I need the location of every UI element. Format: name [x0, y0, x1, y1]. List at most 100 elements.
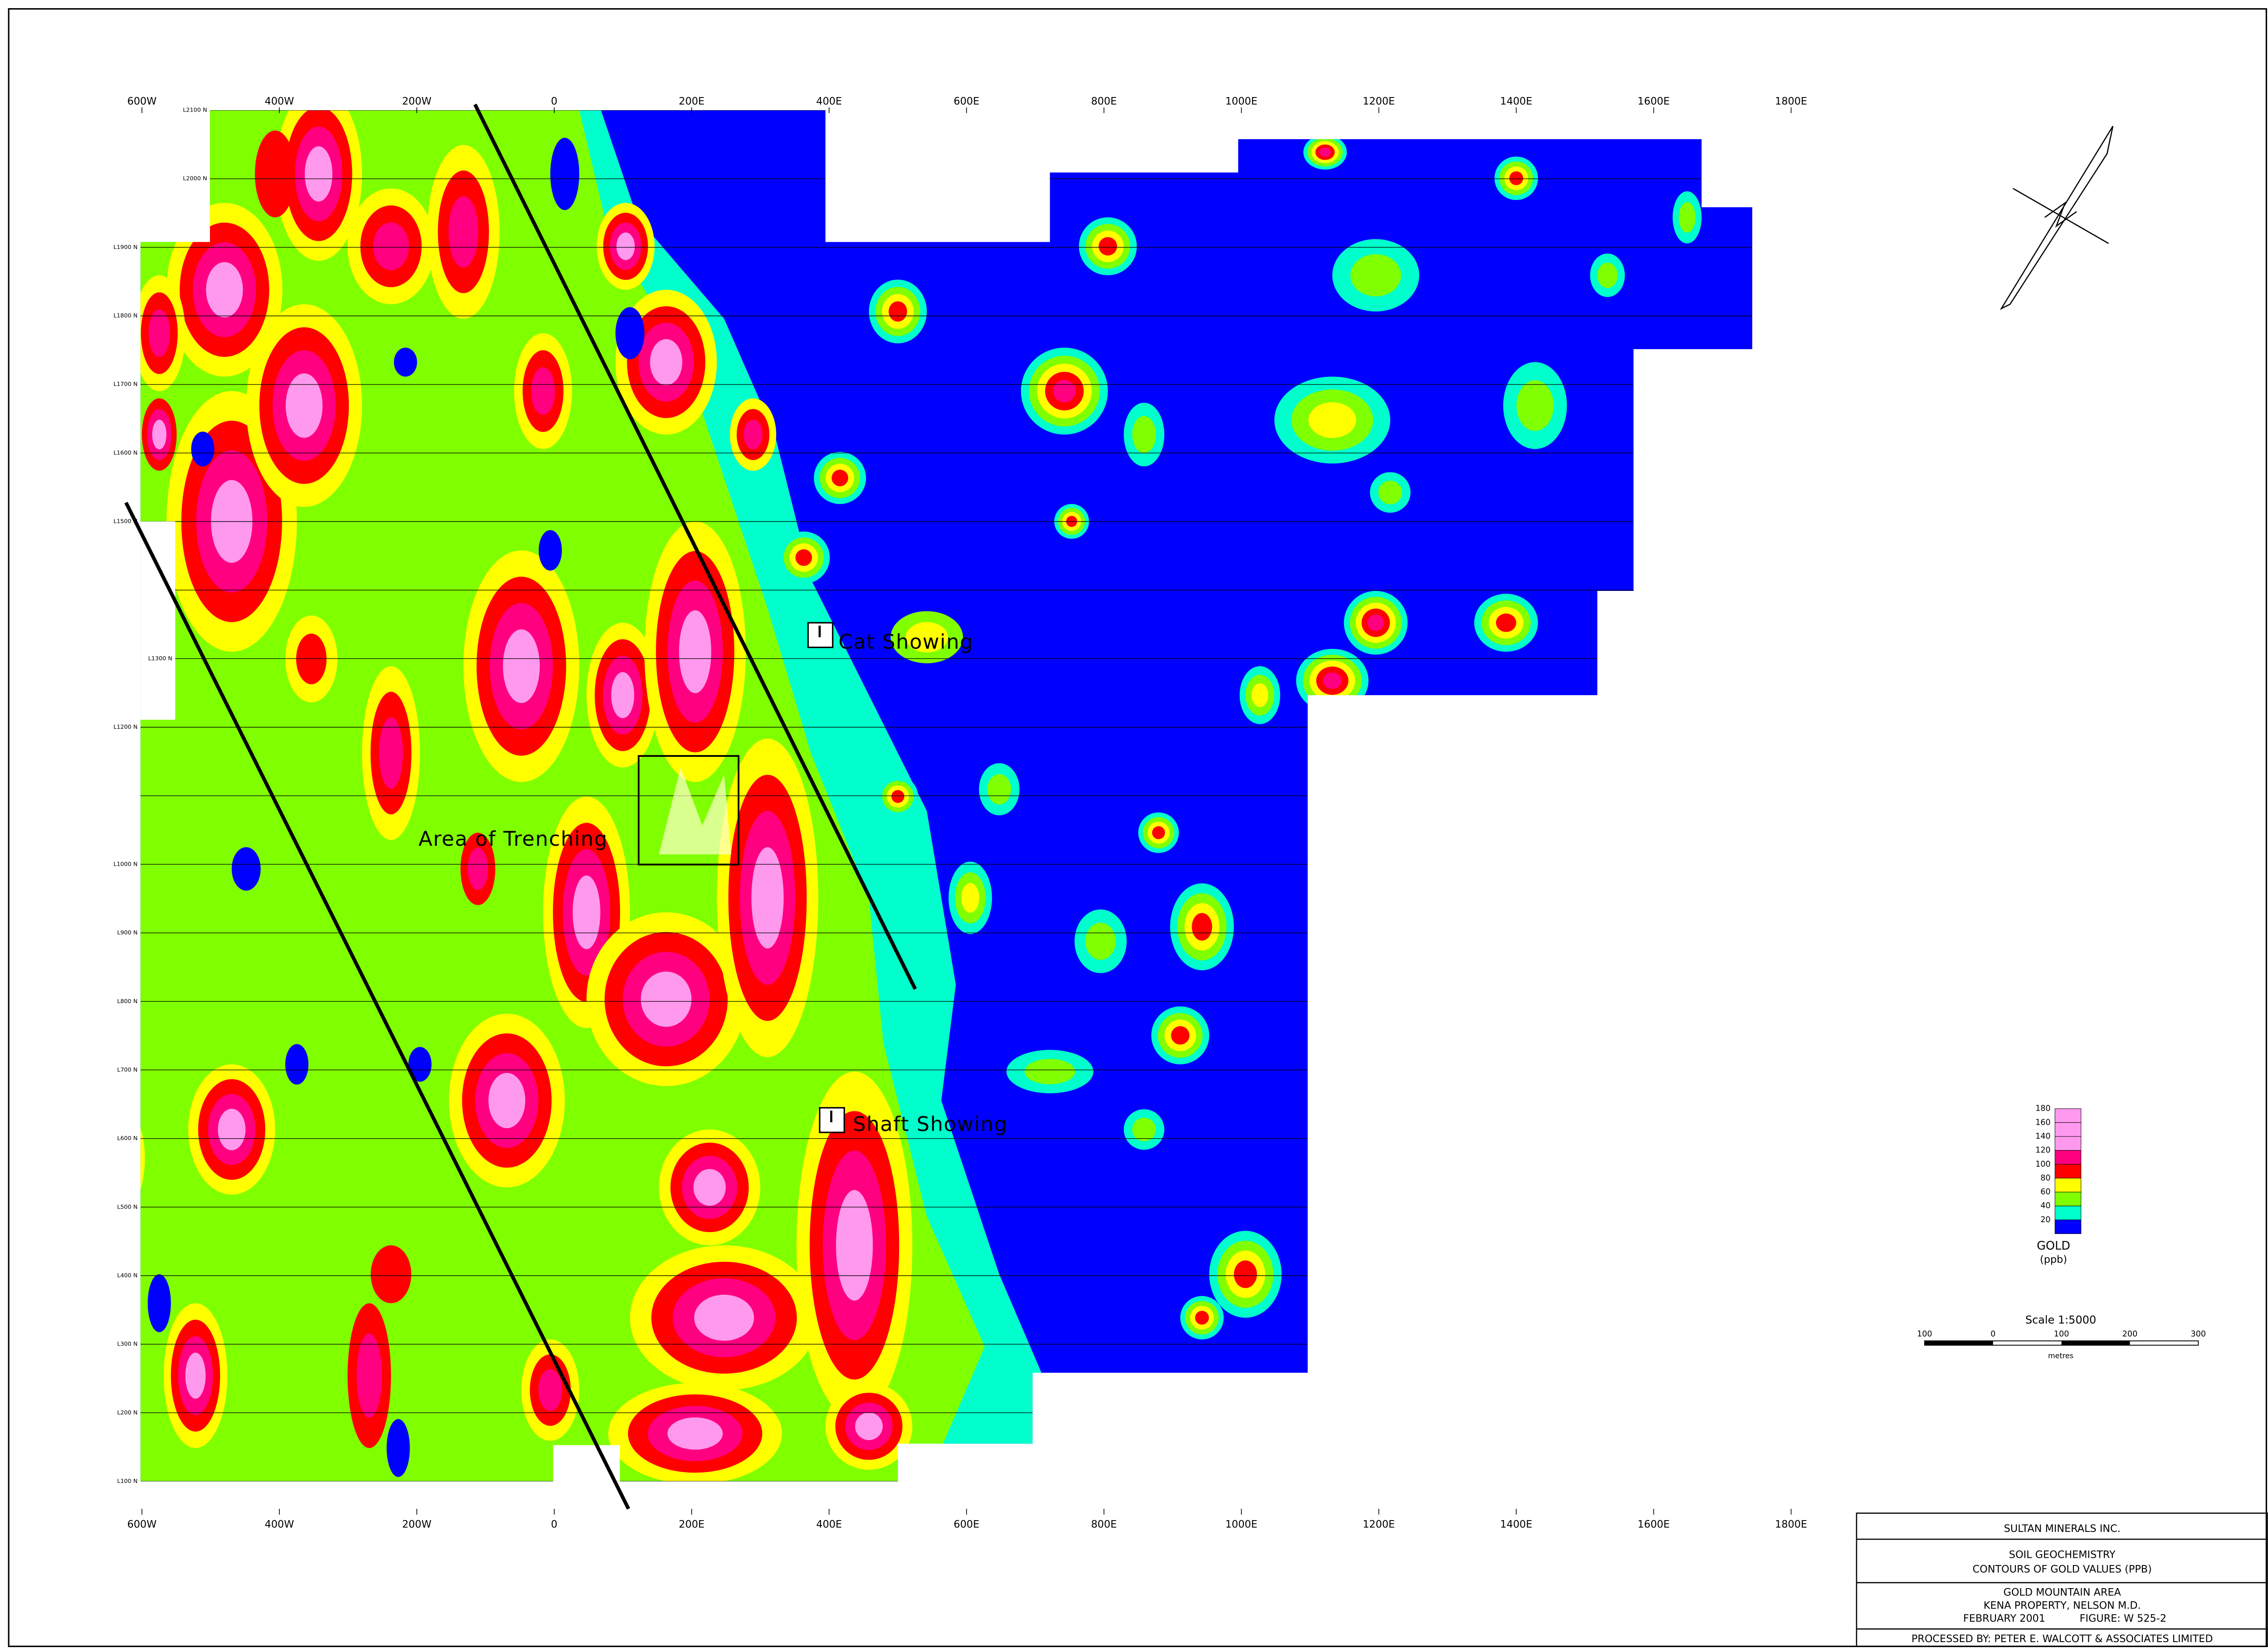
contour — [539, 530, 562, 570]
contour — [1192, 913, 1212, 941]
easting-label: 200E — [679, 1519, 704, 1531]
easting-label: 600W — [127, 1519, 157, 1531]
contour — [357, 1333, 382, 1418]
easting-label: 800E — [1091, 95, 1117, 107]
scale-label: 300 — [2191, 1330, 2206, 1339]
contour-map — [116, 87, 1767, 1492]
legend-label: 140 — [2035, 1132, 2051, 1141]
line-label: L100 N — [117, 1478, 137, 1485]
line-label: L800 N — [117, 998, 137, 1005]
contour — [1496, 614, 1516, 632]
map-figure: Cat Showing Shaft Showing Area of Trench… — [0, 0, 2268, 1648]
easting-label: 1600E — [1637, 1519, 1670, 1531]
contour — [1378, 481, 1402, 504]
easting-label: 400W — [265, 1519, 294, 1531]
contour — [1323, 673, 1342, 689]
legend-band — [2055, 1164, 2081, 1178]
scale-segment — [1938, 1343, 1952, 1346]
easting-label: 0 — [551, 1519, 557, 1531]
contour — [1251, 683, 1268, 707]
subject: CONTOURS OF GOLD VALUES (PPB) — [1973, 1564, 2152, 1575]
line-label: L600 N — [117, 1135, 137, 1142]
line-label: L500 N — [117, 1204, 137, 1210]
easting-label: 600E — [953, 95, 979, 107]
line-label: L1200 N — [113, 724, 137, 731]
processed-by: PROCESSED BY: PETER E. WALCOTT & ASSOCIA… — [1911, 1633, 2213, 1645]
contour — [831, 470, 848, 487]
contour — [1171, 1026, 1190, 1045]
line-label: L1900 N — [113, 244, 137, 251]
contour — [1509, 171, 1523, 185]
contour — [531, 367, 555, 415]
line-label: L2100 N — [183, 107, 207, 114]
contour — [1597, 263, 1618, 288]
arrow-shape — [2001, 126, 2113, 308]
legend-band — [2055, 1192, 2081, 1206]
line-label: L1000 N — [113, 861, 137, 868]
legend-label: 100 — [2035, 1160, 2051, 1169]
contour — [836, 1190, 873, 1301]
contour — [573, 875, 601, 949]
easting-label: 400E — [816, 95, 842, 107]
contour — [206, 262, 243, 317]
area: GOLD MOUNTAIN AREA — [2004, 1587, 2121, 1599]
easting-label: 1600E — [1637, 95, 1670, 107]
legend-label: 180 — [2035, 1104, 2051, 1113]
contour — [371, 1245, 411, 1303]
line-label: L400 N — [117, 1272, 137, 1279]
easting-label: 600W — [127, 95, 157, 107]
scale-label: 100 — [2054, 1330, 2069, 1339]
contour — [855, 1413, 883, 1440]
easting-label: 600E — [953, 1519, 979, 1531]
contour — [489, 1073, 525, 1128]
contour — [538, 1369, 562, 1411]
contour — [1025, 1059, 1075, 1084]
company: SULTAN MINERALS INC. — [2004, 1523, 2121, 1535]
contour — [611, 672, 634, 718]
legend-band — [2055, 1178, 2081, 1192]
contour — [186, 1353, 206, 1399]
contour — [550, 138, 579, 210]
legend-label: 80 — [2040, 1174, 2050, 1183]
line-label: L200 N — [117, 1409, 137, 1416]
legend-label: 60 — [2040, 1188, 2050, 1197]
contour — [796, 549, 812, 566]
easting-label: 200E — [679, 95, 704, 107]
line-label: L300 N — [117, 1341, 137, 1348]
annotation: Shaft Showing — [853, 1112, 1007, 1136]
legend-band — [2055, 1109, 2081, 1123]
scale-segment — [1980, 1341, 1993, 1343]
contour — [1516, 380, 1554, 431]
date: FEBRUARY 2001 — [1963, 1613, 2045, 1624]
scale-segment — [1925, 1341, 1938, 1343]
easting-label: 1000E — [1225, 1519, 1257, 1531]
line-label: L1800 N — [113, 312, 137, 319]
contour — [1053, 380, 1076, 403]
legend-band — [2055, 1220, 2081, 1234]
contour — [149, 309, 170, 357]
scale-segment — [2062, 1341, 2130, 1346]
legend-band — [2055, 1122, 2081, 1136]
contour — [148, 1274, 171, 1332]
contour — [152, 419, 166, 449]
contour — [503, 629, 540, 703]
easting-label: 1800E — [1775, 95, 1807, 107]
contour — [1132, 416, 1156, 453]
easting-label: 200W — [402, 95, 431, 107]
contour — [449, 196, 479, 268]
contour — [1152, 826, 1165, 839]
contour — [752, 847, 784, 948]
legend-title: GOLD — [2037, 1239, 2070, 1253]
easting-label: 400W — [265, 95, 294, 107]
contour — [1350, 254, 1401, 296]
easting-label: 200W — [402, 1519, 431, 1531]
contour — [987, 774, 1011, 804]
line-label: L1500 N — [113, 518, 137, 525]
scale-label: 100 — [1917, 1330, 1932, 1339]
contour — [641, 971, 692, 1027]
contour — [616, 233, 635, 260]
annotation: Cat Showing — [839, 630, 974, 654]
north-arrow — [2001, 126, 2113, 308]
legend-unit: (ppb) — [2040, 1253, 2067, 1265]
contour — [191, 432, 214, 467]
